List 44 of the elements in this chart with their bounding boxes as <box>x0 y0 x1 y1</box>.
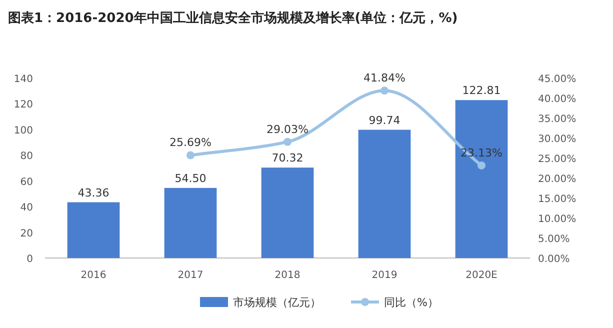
data-label: 29.03% <box>266 122 308 136</box>
y-tick-label: 0 <box>26 254 33 265</box>
data-label: 43.36 <box>78 186 110 200</box>
data-label: 70.32 <box>272 152 304 165</box>
point <box>284 138 292 146</box>
bar <box>164 188 217 258</box>
data-label: 99.74 <box>368 114 400 127</box>
y2-tick-label: 35.00% <box>538 114 576 125</box>
bar <box>67 202 120 258</box>
y-tick-label: 40 <box>20 202 33 214</box>
point <box>380 86 388 95</box>
y-tick-label: 120 <box>14 100 33 111</box>
y2-tick-label: 10.00% <box>538 214 576 225</box>
bar <box>358 130 411 258</box>
x-tick-label: 2018 <box>274 270 300 281</box>
x-tick-label: 2016 <box>80 270 106 281</box>
y2-tick-label: 45.00% <box>538 74 576 85</box>
legend-label: 同比（%） <box>384 296 438 309</box>
point <box>186 151 194 160</box>
bar <box>261 168 314 258</box>
data-label: 122.81 <box>462 84 501 98</box>
x-tick-label: 2017 <box>178 270 204 281</box>
chart-title: 图表1：2016-2020年中国工业信息安全市场规模及增长率(单位：亿元，%) <box>8 10 458 26</box>
y-tick-label: 80 <box>20 151 33 162</box>
bar <box>455 100 508 258</box>
y-tick-label: 100 <box>14 125 33 136</box>
x-tick-label: 2020E <box>466 270 498 281</box>
y2-tick-label: 20.00% <box>538 174 576 185</box>
y2-tick-label: 0.00% <box>538 254 570 265</box>
data-label: 25.69% <box>170 136 212 150</box>
y2-tick-label: 5.00% <box>538 234 570 245</box>
y2-tick-label: 30.00% <box>538 134 576 145</box>
y2-tick-label: 25.00% <box>538 154 576 165</box>
y-tick-label: 140 <box>14 74 33 85</box>
x-tick-label: 2019 <box>372 270 398 281</box>
point <box>478 161 486 170</box>
data-label: 41.84% <box>364 72 406 85</box>
y2-tick-label: 15.00% <box>538 194 576 205</box>
legend-label: 市场规模（亿元） <box>233 296 321 309</box>
y2-tick-label: 40.00% <box>538 94 576 105</box>
data-label: 54.50 <box>174 172 206 185</box>
y-tick-label: 20 <box>20 228 33 240</box>
y-tick-label: 60 <box>20 176 33 188</box>
data-label: 23.13% <box>460 146 502 160</box>
